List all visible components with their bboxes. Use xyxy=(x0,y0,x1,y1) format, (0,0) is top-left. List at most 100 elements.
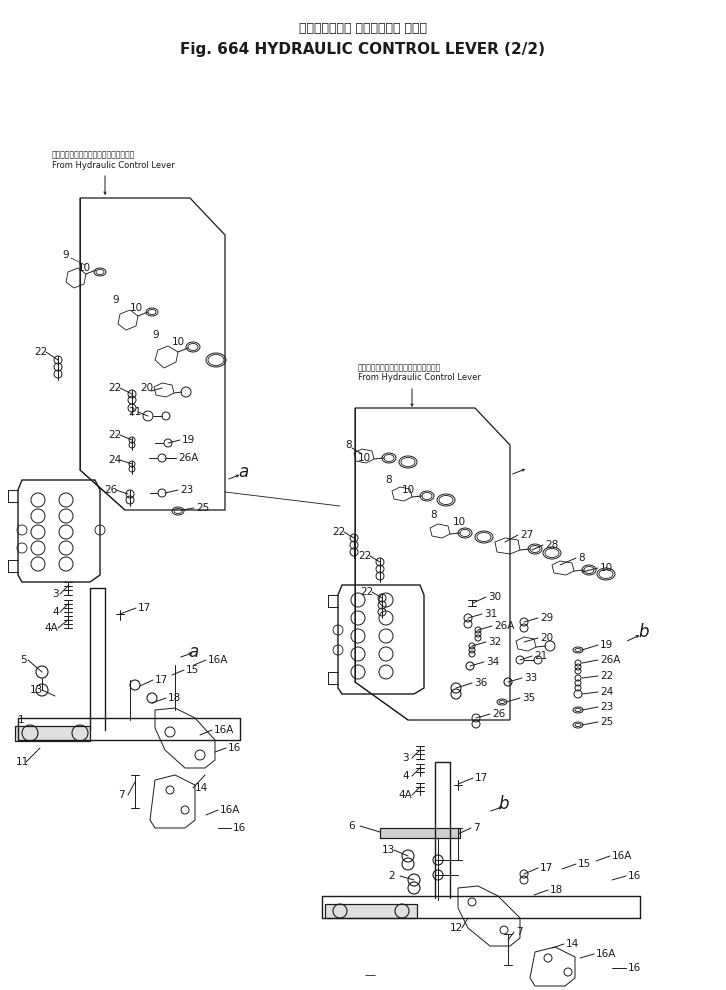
Text: 25: 25 xyxy=(600,717,613,727)
Text: 26A: 26A xyxy=(600,655,621,665)
Text: 4A: 4A xyxy=(44,623,58,633)
Text: 36: 36 xyxy=(474,678,487,688)
Text: b: b xyxy=(498,795,508,813)
Text: 16: 16 xyxy=(228,743,241,753)
Text: 10: 10 xyxy=(130,303,143,313)
Text: 14: 14 xyxy=(195,783,208,793)
Text: ハイドロリックコントロールレバーより: ハイドロリックコントロールレバーより xyxy=(358,363,441,372)
Text: 23: 23 xyxy=(600,702,613,712)
Text: b: b xyxy=(638,623,648,641)
Text: 24: 24 xyxy=(600,687,613,697)
Text: 4: 4 xyxy=(402,771,409,781)
Text: 16: 16 xyxy=(628,871,641,881)
Text: 16A: 16A xyxy=(220,805,240,815)
Text: 16A: 16A xyxy=(612,851,632,861)
Text: 26: 26 xyxy=(492,709,505,719)
Text: 22: 22 xyxy=(34,347,47,357)
Text: 25: 25 xyxy=(196,503,209,513)
Text: 9: 9 xyxy=(62,250,69,260)
Text: 17: 17 xyxy=(475,773,489,783)
Text: 22: 22 xyxy=(600,671,613,681)
Text: 16A: 16A xyxy=(214,725,234,735)
Text: 7: 7 xyxy=(473,823,480,833)
Text: 8: 8 xyxy=(430,510,436,520)
Text: 20: 20 xyxy=(140,383,153,393)
Text: 11: 11 xyxy=(16,757,29,767)
Text: 30: 30 xyxy=(488,592,501,602)
Text: a: a xyxy=(188,643,198,661)
Text: 16: 16 xyxy=(233,823,246,833)
Text: 15: 15 xyxy=(578,859,591,869)
Text: 7: 7 xyxy=(516,927,523,937)
Text: 10: 10 xyxy=(78,263,91,273)
Text: 12: 12 xyxy=(450,923,463,933)
Text: 32: 32 xyxy=(488,637,501,647)
Text: a: a xyxy=(238,463,248,481)
Bar xyxy=(15,726,90,741)
Bar xyxy=(15,726,90,741)
Text: 9: 9 xyxy=(112,295,118,305)
Text: 1: 1 xyxy=(18,715,25,725)
Text: 26A: 26A xyxy=(494,621,515,631)
Text: 8: 8 xyxy=(578,553,584,563)
Text: 19: 19 xyxy=(600,640,613,650)
Text: 27: 27 xyxy=(520,530,534,540)
Text: 9: 9 xyxy=(152,330,158,340)
Text: From Hydraulic Control Lever: From Hydraulic Control Lever xyxy=(358,373,481,382)
Text: 10: 10 xyxy=(172,337,185,347)
Text: 24: 24 xyxy=(108,455,121,465)
Text: 26: 26 xyxy=(104,485,118,495)
Bar xyxy=(380,828,460,838)
Text: 18: 18 xyxy=(168,693,182,703)
Text: 19: 19 xyxy=(182,435,195,445)
Text: 29: 29 xyxy=(540,613,553,623)
Text: 13: 13 xyxy=(30,685,44,695)
Text: 3: 3 xyxy=(402,753,409,763)
Text: 7: 7 xyxy=(118,790,125,800)
Bar xyxy=(380,828,460,838)
Text: 16A: 16A xyxy=(596,949,616,959)
Text: 22: 22 xyxy=(358,551,371,561)
Text: 6: 6 xyxy=(348,821,354,831)
Text: 22: 22 xyxy=(332,527,346,537)
Text: 17: 17 xyxy=(155,675,168,685)
Text: 26A: 26A xyxy=(178,453,198,463)
Text: Fig. 664 HYDRAULIC CONTROL LEVER (2/2): Fig. 664 HYDRAULIC CONTROL LEVER (2/2) xyxy=(181,42,545,57)
Text: 14: 14 xyxy=(566,939,579,949)
Text: 10: 10 xyxy=(402,485,415,495)
Text: 34: 34 xyxy=(486,657,499,667)
Text: 22: 22 xyxy=(360,587,373,597)
Text: 4A: 4A xyxy=(398,790,412,800)
Bar xyxy=(325,904,417,918)
Text: 28: 28 xyxy=(545,540,558,550)
Text: 22: 22 xyxy=(108,430,121,440)
Bar xyxy=(325,904,417,918)
Text: 17: 17 xyxy=(540,863,553,873)
Text: 16: 16 xyxy=(628,963,641,973)
Text: —: — xyxy=(364,970,375,980)
Text: 17: 17 xyxy=(138,603,151,613)
Text: 10: 10 xyxy=(453,517,466,527)
Text: 4: 4 xyxy=(52,607,59,617)
Text: ハイドロリック コントロール レバー: ハイドロリック コントロール レバー xyxy=(299,22,427,35)
Text: 15: 15 xyxy=(186,665,199,675)
Text: 13: 13 xyxy=(382,845,395,855)
Text: 8: 8 xyxy=(385,475,391,485)
Text: 10: 10 xyxy=(358,453,371,463)
Text: 3: 3 xyxy=(52,589,59,599)
Text: 18: 18 xyxy=(550,885,563,895)
Text: 33: 33 xyxy=(524,673,537,683)
Text: 20: 20 xyxy=(540,633,553,643)
Text: 5: 5 xyxy=(20,655,27,665)
Text: 22: 22 xyxy=(108,383,121,393)
Text: 23: 23 xyxy=(180,485,193,495)
Text: From Hydraulic Control Lever: From Hydraulic Control Lever xyxy=(52,160,175,169)
Text: 31: 31 xyxy=(484,609,497,619)
Text: 21: 21 xyxy=(534,651,547,661)
Text: ハイドロリックコントロールレバーより: ハイドロリックコントロールレバーより xyxy=(52,150,135,159)
Text: 8: 8 xyxy=(345,440,351,450)
Text: 2: 2 xyxy=(388,871,395,881)
Text: 10: 10 xyxy=(600,563,613,573)
Text: 21: 21 xyxy=(128,407,142,417)
Text: 35: 35 xyxy=(522,693,535,703)
